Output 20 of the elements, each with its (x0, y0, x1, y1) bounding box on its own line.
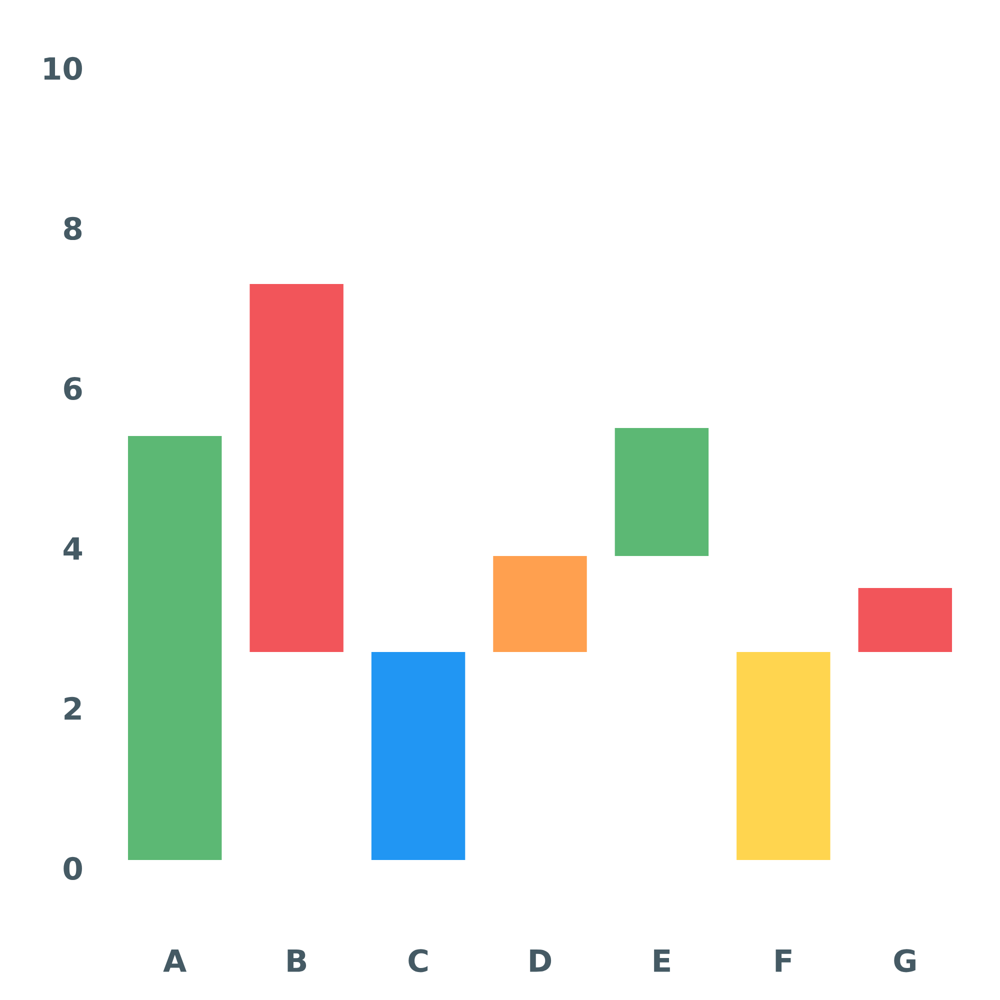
bar (614, 428, 709, 556)
bar (371, 652, 466, 860)
bar (493, 556, 587, 652)
x-tick-label: G (894, 949, 916, 972)
y-tick-label: 2 (64, 696, 81, 720)
x-tick-label: A (163, 949, 187, 972)
x-tick-label: D (530, 949, 552, 972)
x-tick-label: C (408, 949, 428, 972)
y-tick-label: 10 (44, 56, 82, 80)
bar (858, 588, 952, 652)
bar (736, 652, 830, 860)
y-tick-label: 8 (64, 216, 82, 240)
bar (250, 284, 344, 652)
y-tick-label: 4 (64, 537, 82, 560)
y-tick-label: 6 (64, 376, 82, 400)
y-tick-label: 0 (64, 856, 82, 880)
x-tick-label: F (776, 949, 792, 972)
x-tick-label: E (654, 949, 670, 972)
bar (128, 436, 222, 860)
x-tick-label: B (288, 949, 306, 972)
